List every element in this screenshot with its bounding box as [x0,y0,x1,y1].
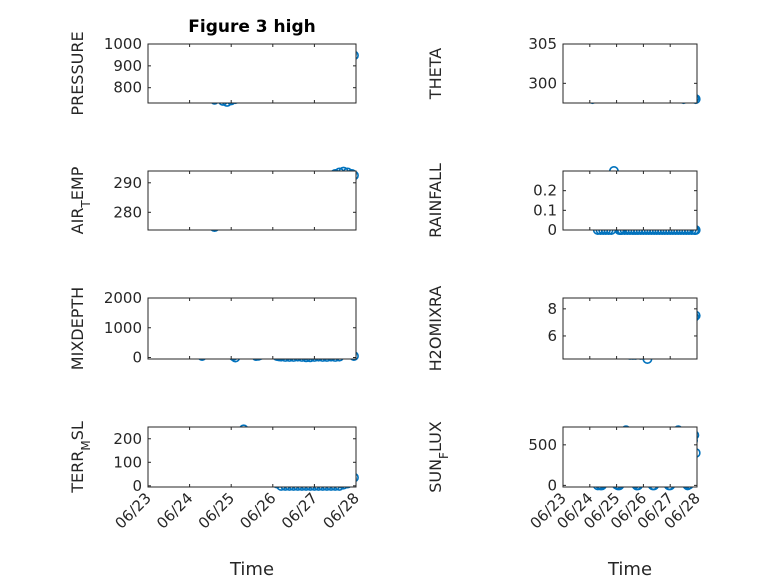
axes-frame [562,426,698,488]
axes-frame [147,426,357,488]
x-tick-label: 06/23 [112,489,155,532]
y-tick-label: 6 [547,327,557,345]
y-axis-label: PRESSURE [68,31,87,115]
x-tick-label: 06/27 [278,489,321,532]
axes-frame [562,297,698,360]
y-tick-label: 305 [528,35,557,53]
y-tick-label: 500 [528,436,557,454]
x-tick-label: 06/28 [320,489,363,532]
y-axis-label: TERRMSL [68,421,93,494]
y-tick-label: 290 [113,174,142,192]
axes-frame [147,297,357,360]
y-tick-label: 0 [132,477,142,495]
y-tick-label: 800 [113,79,142,97]
subplot-5: 0 1000 2000 MIXDEPTH [68,287,359,370]
y-axis-label: THETA [426,48,445,100]
y-tick-label: 0 [547,476,557,494]
y-tick-label: 1000 [104,319,142,337]
subplot-3: 280 290 AIRTEMP [68,166,359,234]
y-tick-label: 0 [547,221,557,239]
y-tick-label: 900 [113,57,142,75]
y-tick-label: 0.1 [533,201,557,219]
y-tick-label: 300 [528,74,557,92]
y-tick-label: 8 [547,300,557,318]
y-axis-label: AIRTEMP [68,166,93,234]
axes-frame [147,170,357,231]
y-axis-label: H2OMIXRA [426,286,445,372]
y-tick-label: 1000 [104,35,142,53]
y-axis-label: MIXDEPTH [68,287,87,370]
subplot-8: 06/2306/2406/2506/2606/2706/280500SUNFLU… [426,421,704,580]
chart-title: Figure 3 high [188,17,316,37]
y-tick-label: 0 [132,349,142,367]
y-axis-label: SUNFLUX [426,421,451,493]
axes-frame [147,43,357,104]
subplot-6: 6 8 H2OMIXRA [426,286,701,372]
subplot-2: 300 305 THETA [426,35,701,105]
axes-frame [562,43,698,104]
axes-frame [562,170,698,231]
x-axis-label: Time [229,559,274,580]
x-axis-label: Time [607,559,652,580]
y-tick-label: 280 [113,203,142,221]
y-tick-label: 200 [113,430,142,448]
subplot-1: 800 900 1000 PRESSURE Figure 3 high [68,17,359,116]
y-tick-label: 2000 [104,289,142,307]
x-tick-label: 06/26 [236,489,279,532]
y-tick-label: 0.2 [533,182,557,200]
subplot-4: 0 0.10.2 RAINFALL [426,163,701,239]
y-tick-label: 100 [113,453,142,471]
x-tick-label: 06/24 [153,489,196,532]
y-axis-label: RAINFALL [426,163,445,238]
x-tick-label: 06/25 [195,489,238,532]
